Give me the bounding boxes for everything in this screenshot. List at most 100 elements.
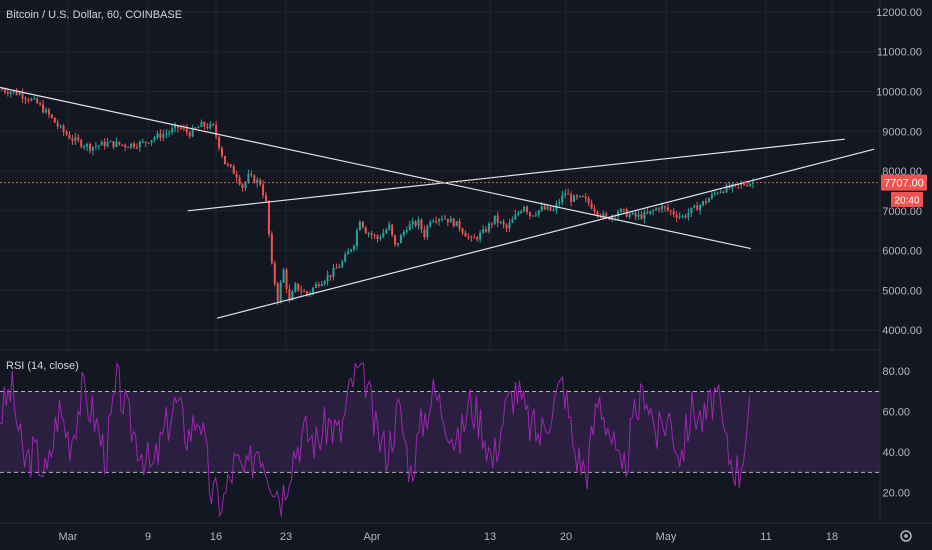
rsi-title[interactable]: RSI (14, close) bbox=[6, 360, 79, 372]
candle-body bbox=[300, 290, 303, 292]
candle-body bbox=[479, 232, 482, 240]
candle-body bbox=[115, 141, 118, 147]
rsi-line bbox=[0, 361, 750, 518]
candle-body bbox=[59, 126, 62, 128]
candle-body bbox=[182, 128, 185, 130]
candle-body bbox=[526, 206, 529, 213]
candle-body bbox=[605, 213, 608, 217]
candle-body bbox=[177, 125, 179, 128]
candle-body bbox=[716, 192, 719, 194]
candle-body bbox=[156, 133, 159, 138]
candle-body bbox=[153, 137, 156, 141]
candle-body bbox=[661, 206, 663, 210]
candle-body bbox=[24, 98, 27, 100]
candle-body bbox=[191, 127, 194, 137]
candle-body bbox=[540, 206, 543, 211]
candle-body bbox=[573, 195, 575, 202]
candle-body bbox=[241, 184, 244, 189]
symbol-title[interactable]: Bitcoin / U.S. Dollar, 60, COINBASE bbox=[6, 9, 182, 21]
candle-body bbox=[361, 221, 364, 228]
candle-body bbox=[320, 283, 323, 286]
candle-body bbox=[135, 146, 138, 148]
candle-body bbox=[499, 221, 502, 223]
candle-body bbox=[235, 173, 238, 178]
candle-body bbox=[97, 145, 100, 147]
candle-body bbox=[147, 142, 150, 144]
candle-body bbox=[725, 185, 728, 193]
price-tick-label: 4000.00 bbox=[882, 325, 922, 337]
trendline[interactable] bbox=[216, 148, 875, 319]
candle-body bbox=[265, 195, 267, 201]
candle-body bbox=[749, 183, 751, 186]
trendline[interactable] bbox=[0, 86, 752, 250]
candle-body bbox=[485, 229, 487, 232]
candle-body bbox=[719, 191, 722, 193]
candle-body bbox=[663, 206, 666, 208]
candle-body bbox=[80, 140, 83, 147]
time-tick-label: 9 bbox=[145, 531, 151, 543]
candle-body bbox=[710, 193, 713, 199]
time-tick-label: 20 bbox=[560, 531, 572, 543]
candle-body bbox=[3, 89, 6, 92]
candle-body bbox=[523, 206, 526, 212]
candle-body bbox=[279, 282, 282, 301]
candle-body bbox=[669, 210, 672, 212]
candle-body bbox=[232, 166, 235, 174]
candle-body bbox=[531, 215, 534, 217]
rsi-scale[interactable]: 80.00 60.00 40.00 20.00 bbox=[882, 366, 910, 499]
candle-body bbox=[141, 141, 144, 143]
candle-body bbox=[684, 215, 687, 218]
candle-body bbox=[552, 209, 555, 211]
candle-body bbox=[502, 221, 505, 225]
candle-body bbox=[482, 229, 485, 233]
candle-body bbox=[30, 98, 33, 101]
candle-body bbox=[53, 117, 56, 123]
candle-body bbox=[56, 122, 59, 127]
candle-body bbox=[611, 215, 614, 220]
candle-body bbox=[593, 208, 596, 212]
time-tick-label: 11 bbox=[760, 531, 771, 543]
time-tick-label: 16 bbox=[210, 531, 222, 543]
candle-body bbox=[543, 206, 546, 210]
candle-body bbox=[549, 206, 552, 211]
candle-body bbox=[106, 142, 109, 147]
candle-body bbox=[1, 89, 3, 91]
time-tick-label: 23 bbox=[280, 531, 292, 543]
candle-body bbox=[62, 126, 65, 132]
candle-body bbox=[622, 209, 625, 211]
rsi-tick-label: 40.00 bbox=[882, 447, 910, 459]
candle-body bbox=[68, 134, 71, 139]
candle-body bbox=[740, 183, 743, 185]
candle-body bbox=[414, 221, 417, 226]
candle-body bbox=[511, 219, 514, 223]
settings-gear-icon[interactable] bbox=[900, 530, 912, 542]
trendline[interactable] bbox=[187, 138, 845, 212]
candle-body bbox=[353, 245, 355, 250]
candle-body bbox=[705, 201, 707, 203]
time-tick-label: May bbox=[656, 531, 677, 543]
candle-body bbox=[449, 218, 452, 223]
candle-body bbox=[297, 283, 300, 291]
candle-body bbox=[238, 177, 241, 185]
candle-body bbox=[417, 219, 420, 226]
candle-body bbox=[294, 283, 297, 292]
candle-body bbox=[376, 235, 379, 239]
candle-body bbox=[74, 137, 77, 141]
candle-body bbox=[649, 210, 652, 214]
candle-body bbox=[121, 144, 124, 146]
candle-body bbox=[9, 92, 12, 94]
price-scale[interactable]: 12000.0011000.0010000.009000.008000.0070… bbox=[876, 7, 922, 337]
candle-body bbox=[71, 138, 74, 141]
candle-body bbox=[493, 215, 496, 225]
candle-body bbox=[570, 194, 573, 202]
candle-body bbox=[699, 205, 702, 211]
candle-body bbox=[675, 214, 678, 218]
candle-body bbox=[385, 229, 388, 233]
candle-body bbox=[185, 128, 188, 133]
candle-body bbox=[558, 201, 561, 204]
price-pane[interactable] bbox=[0, 0, 880, 350]
trendlines[interactable] bbox=[0, 86, 875, 319]
time-axis[interactable]: Mar 9 16 23 Apr 13 20 May 11 18 bbox=[59, 531, 839, 543]
